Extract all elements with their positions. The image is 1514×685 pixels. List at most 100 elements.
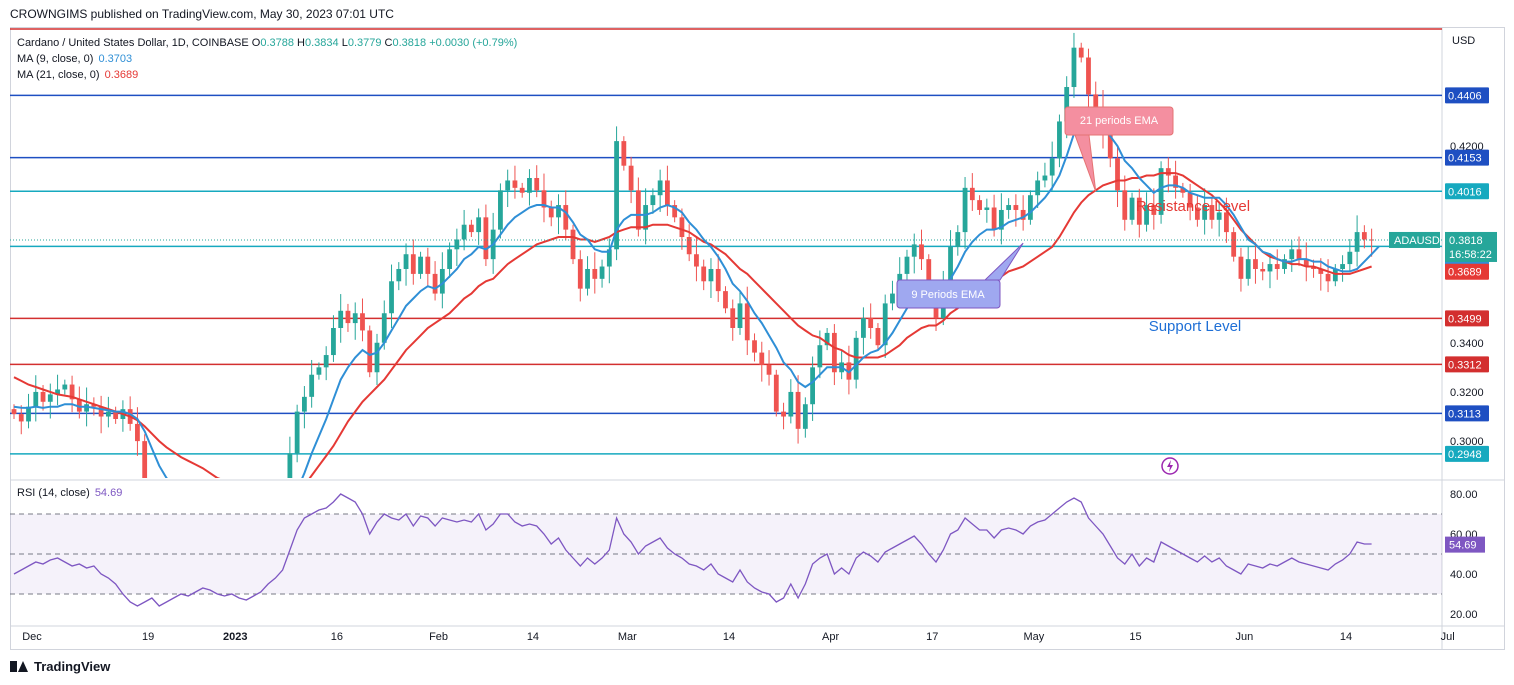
candle-body (548, 207, 554, 218)
candle-body (331, 328, 336, 356)
rsi-line (13, 493, 1372, 607)
candle-body (955, 232, 961, 247)
candle-body (468, 224, 474, 233)
candle-body (1078, 47, 1084, 58)
candle-body (186, 500, 191, 512)
candle-body (1049, 158, 1055, 176)
candle-body (766, 364, 772, 375)
time-tick-label: Apr (822, 631, 839, 643)
candle-body (1093, 94, 1099, 107)
candle-body (345, 310, 351, 324)
candle-body (715, 268, 721, 292)
candle-body (1028, 195, 1033, 220)
rsi-tick-label: 40.00 (1450, 569, 1478, 581)
ohlc-value: 0.3834 (305, 37, 339, 49)
candle-body (701, 266, 707, 282)
candle-body (33, 391, 39, 407)
candle-body (1347, 251, 1353, 265)
time-tick-label: 15 (1129, 631, 1141, 643)
candle-body (352, 313, 358, 324)
candle-body (628, 165, 634, 191)
candle-body (381, 313, 387, 343)
candle-body (367, 330, 373, 373)
candle-body (338, 310, 344, 328)
ohlc-key: L (338, 37, 348, 49)
candle-body (831, 332, 837, 373)
ohlc-key: C (381, 37, 393, 49)
resistance-label: Resistance Level (1136, 198, 1250, 215)
candle-body (11, 409, 17, 415)
candle-body (309, 374, 315, 397)
current-price-tag-bg (1445, 231, 1497, 262)
candle-body (773, 374, 779, 412)
candle-body (316, 367, 322, 375)
price-tick-label: 0.3400 (1450, 338, 1484, 350)
level-tag-bg (1445, 183, 1489, 200)
time-tick-label: 14 (1340, 631, 1352, 643)
main-pane (10, 28, 1442, 515)
candle-body (875, 328, 881, 346)
candle-body (62, 384, 68, 390)
candle-body (323, 355, 329, 368)
candle-body (672, 205, 678, 218)
candle-body (171, 505, 176, 515)
candle-body (686, 237, 692, 255)
candle-body (1224, 212, 1229, 233)
ma-tag-bg (1445, 263, 1489, 280)
candle-body (723, 291, 728, 309)
candle-body (1042, 175, 1048, 181)
candle-body (577, 259, 583, 289)
candle-body (1144, 205, 1149, 225)
rsi-legend: RSI (14, close) 54.69 (17, 487, 122, 499)
candle-body (665, 180, 670, 206)
candle-body (1064, 87, 1070, 122)
footer-brand[interactable]: TradingView (10, 659, 110, 674)
candle-body (948, 246, 953, 284)
time-tick-label: Feb (429, 631, 448, 643)
level-tag-bg (1445, 445, 1489, 462)
candle-body (193, 500, 198, 507)
price-tick-label: 0.3000 (1450, 436, 1484, 448)
chart-frame (10, 27, 1505, 650)
candle-body (563, 205, 569, 230)
candle-body (977, 200, 982, 210)
ohlc-value: 0.3818 (392, 37, 427, 49)
candle-body (374, 342, 380, 373)
candle-body (1311, 266, 1316, 269)
candle-body (926, 259, 932, 289)
candle-body (1122, 190, 1128, 220)
ema21-line (13, 172, 1372, 478)
candle-body (287, 453, 293, 478)
candle-body (643, 205, 649, 230)
candle-body (135, 423, 140, 442)
candle-body (1173, 175, 1178, 188)
ma9-value: 0.3703 (98, 53, 133, 65)
candle-body (302, 396, 307, 412)
ma9-label: MA (9, close, 0) (17, 53, 94, 65)
current-price-tag: 0.3818 (1449, 235, 1483, 247)
level-tag-bg (1445, 310, 1489, 327)
publisher-header: CROWNGIMS published on TradingView.com, … (10, 7, 394, 21)
candle-body (817, 345, 823, 368)
brand-name: TradingView (34, 659, 111, 674)
candle-body (1158, 168, 1164, 215)
symbol-title: Cardano / United States Dollar, 1D, COIN… (17, 37, 249, 49)
candle-body (1369, 239, 1375, 241)
candle-body (759, 352, 765, 365)
ma-tag: 0.3689 (1448, 267, 1482, 279)
candle-body (142, 441, 148, 478)
candle-body (621, 141, 627, 166)
rsi-tick-label: 80.00 (1450, 489, 1478, 501)
level-tag-bg (1445, 356, 1489, 373)
candle-body (1013, 205, 1019, 210)
candle-body (1202, 205, 1208, 220)
rsi-tag-bg (1445, 536, 1485, 553)
tradingview-logo-icon (10, 661, 28, 672)
level-tag: 0.4406 (1448, 90, 1482, 102)
candle-body (882, 303, 888, 346)
candle-body (432, 273, 438, 294)
flash-icon (1161, 457, 1179, 475)
candle-body (1267, 264, 1273, 272)
level-tag-bg (1445, 405, 1489, 422)
